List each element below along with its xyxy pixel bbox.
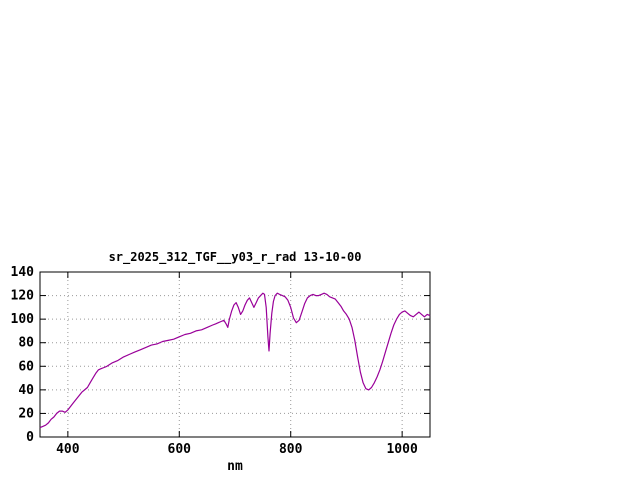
y-tick-label: 20 bbox=[18, 406, 34, 421]
spectrum-line bbox=[39, 292, 431, 429]
y-tick-label: 60 bbox=[18, 359, 34, 374]
x-tick-label: 400 bbox=[56, 442, 80, 457]
y-tick-label: 120 bbox=[11, 289, 35, 304]
chart-title: sr_2025_312_TGF__y03_r_rad 13-10-00 bbox=[108, 250, 362, 264]
plot-border bbox=[39, 271, 431, 438]
y-tick-label: 40 bbox=[18, 383, 34, 398]
x-axis-label: nm bbox=[227, 459, 243, 474]
x-tick-label: 600 bbox=[168, 442, 192, 457]
y-tick-label: 80 bbox=[18, 336, 34, 351]
x-tick-label: 1000 bbox=[386, 442, 417, 457]
x-tick-label: 800 bbox=[279, 442, 303, 457]
y-tick-label: 100 bbox=[11, 312, 35, 327]
y-tick-label: 0 bbox=[26, 430, 34, 445]
y-tick-label: 140 bbox=[11, 265, 35, 280]
